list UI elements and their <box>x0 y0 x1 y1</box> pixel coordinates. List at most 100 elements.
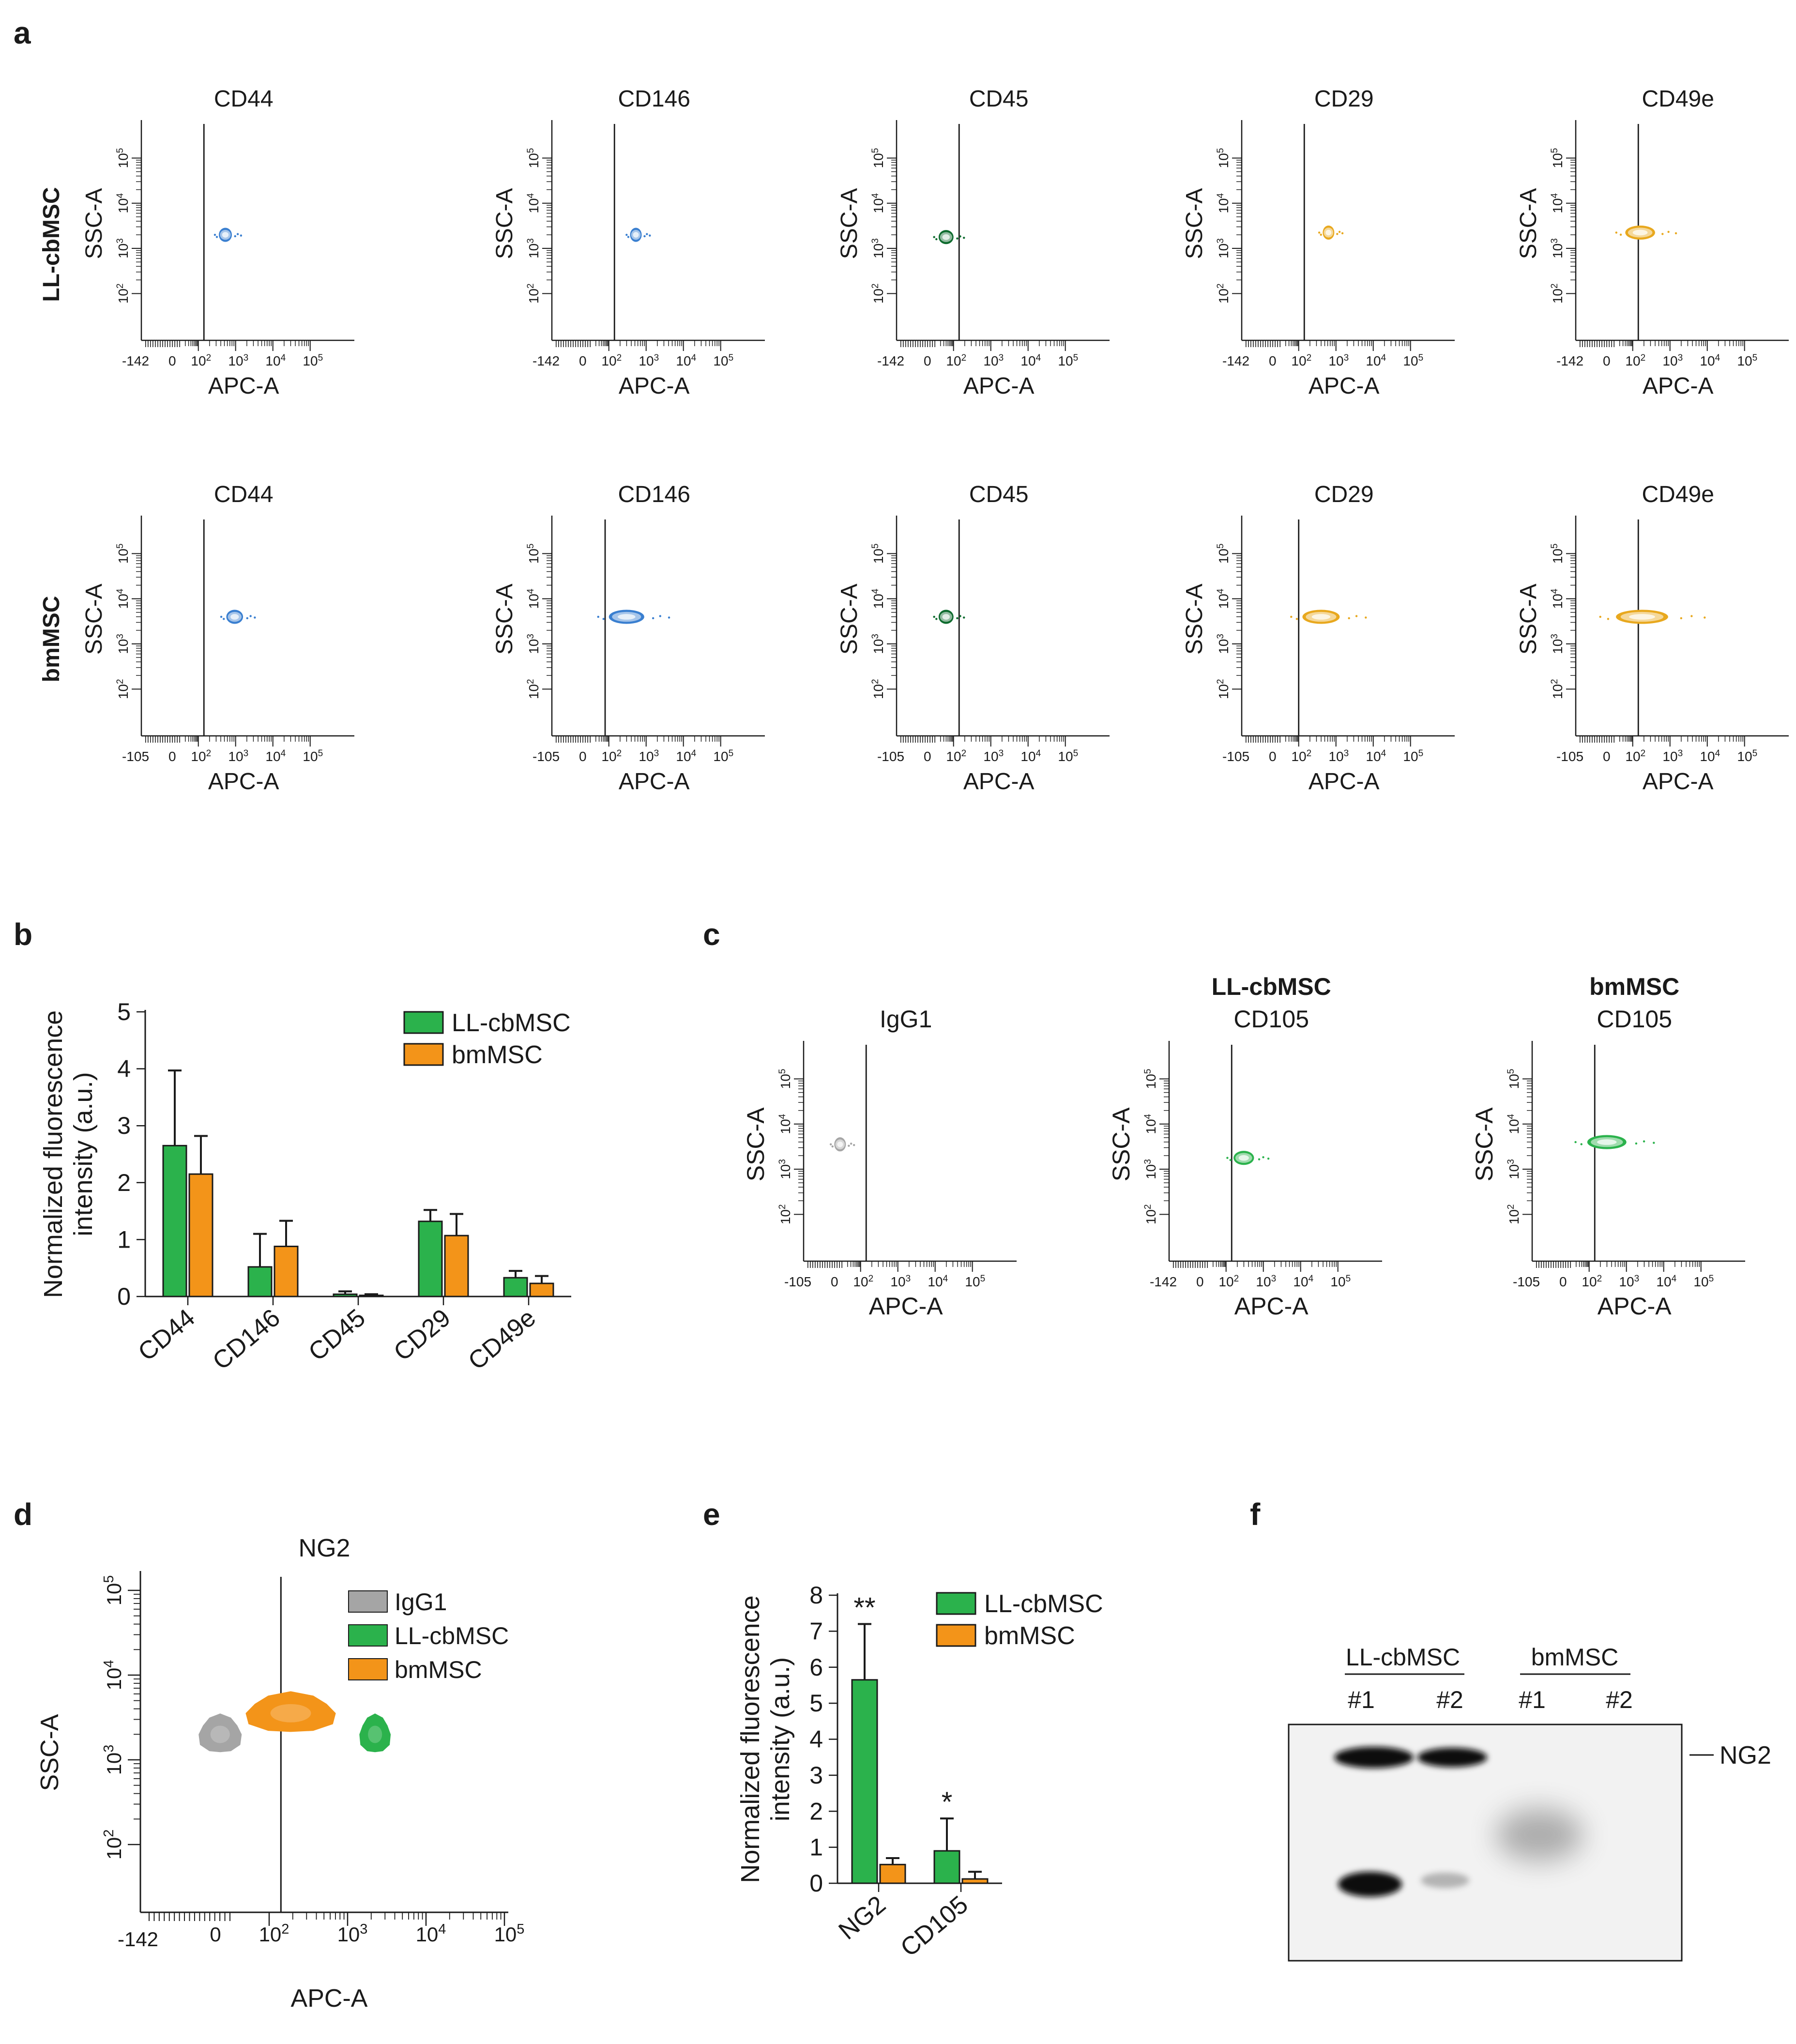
population-core <box>617 614 636 620</box>
x-tick-label: 103 <box>639 748 659 764</box>
y-tick-label: 105 <box>115 544 131 564</box>
x-tick-label-negative: -105 <box>533 749 560 764</box>
plot-title: CD29 <box>1314 482 1374 507</box>
x-tick-label: 105 <box>1330 1274 1351 1290</box>
population-core <box>1311 614 1331 620</box>
population-event <box>852 1144 855 1146</box>
x-axis-title: APC-A <box>1598 1293 1672 1320</box>
panel-d-plot-area: -142 0 102 103 104 105 102 103 104 105 APC-A SSC-A <box>36 1571 524 2013</box>
x-tick-label: 102 <box>1218 1274 1239 1290</box>
x-tick-label: 104 <box>1700 353 1720 369</box>
legend-swatch-bmmsc <box>348 1658 388 1680</box>
plot-title: CD29 <box>1314 86 1374 112</box>
x-tick-label: 105 <box>1737 748 1757 764</box>
x-tick-label-cd146: CD146 <box>207 1304 285 1375</box>
population-event <box>959 615 961 617</box>
x-tick-label-cd49e: CD49e <box>463 1304 541 1375</box>
x-tick-label: 105 <box>494 1922 525 1946</box>
blot-lane-2: #2 <box>1436 1686 1463 1713</box>
y-tick-label: 8 <box>809 1582 823 1609</box>
y-axis-title: SSC-A <box>81 188 107 259</box>
legend-label-bmmsc: bmMSC <box>984 1622 1075 1650</box>
legend-label-ll-cbmsc: LL-cbMSC <box>984 1590 1103 1618</box>
bar-bmmsc-cd29 <box>444 1235 469 1297</box>
population-event <box>1295 618 1298 620</box>
x-tick-label-negative: -142 <box>877 353 904 368</box>
population-event <box>602 618 605 620</box>
x-tick-label: 105 <box>1737 353 1757 369</box>
y-tick-label: 0 <box>117 1283 131 1310</box>
population-event <box>1704 616 1706 619</box>
y-tick-label: 102 <box>777 1204 793 1224</box>
population-event <box>1226 1157 1229 1159</box>
population-core <box>942 614 950 620</box>
x-tick-label: 103 <box>1619 1274 1639 1290</box>
x-tick-label-cd29: CD29 <box>389 1304 456 1367</box>
y-tick-label: 4 <box>809 1726 823 1753</box>
population-event <box>1318 231 1321 234</box>
x-tick-label: 104 <box>1656 1274 1676 1290</box>
y-tick-label: 102 <box>1216 283 1232 304</box>
y-axis-title: SSC-A <box>1182 188 1207 259</box>
panel-b-bar-chart: 0 1 2 3 4 5 CD44 CD146 CD45 CD29 CD49e Normalized f… <box>39 998 571 1375</box>
x-tick-label: 0 <box>168 749 176 764</box>
plot-title-bold: LL-cbMSC <box>1212 973 1331 1000</box>
x-tick-label: 102 <box>601 353 622 369</box>
population-event <box>649 234 651 237</box>
x-tick-label: 105 <box>1058 353 1078 369</box>
x-tick-label: 0 <box>168 353 176 368</box>
y-tick-label: 102 <box>526 283 542 304</box>
flow-plot-bmmsc-cd45: -105 0 102 103 104 105 102 103 104 105 APC-A SSC-A C… <box>837 482 1110 794</box>
y-tick-label: 104 <box>115 588 131 609</box>
flow-plot-c-ll-cbmsc-cd105: -142 0 102 103 104 105 102 103 104 105 APC-A SSC-A L… <box>1108 973 1382 1320</box>
y-axis-title: SSC-A <box>742 1107 769 1181</box>
population-event <box>1341 232 1344 235</box>
y-axis-title: SSC-A <box>1516 188 1541 259</box>
x-tick-label: 102 <box>946 353 966 369</box>
y-tick-label: 103 <box>1216 634 1232 654</box>
x-axis-title: APC-A <box>619 769 690 794</box>
population-event <box>963 236 965 239</box>
x-tick-label: 103 <box>890 1274 911 1290</box>
x-tick-label: 105 <box>1058 748 1078 764</box>
x-tick-label: 103 <box>1256 1274 1276 1290</box>
population-core <box>1325 229 1332 236</box>
blot-lane-3: #1 <box>1519 1686 1546 1713</box>
population-event <box>1290 615 1293 618</box>
y-tick-label: 104 <box>1216 193 1232 213</box>
population-core <box>1632 229 1648 236</box>
x-axis-title: APC-A <box>963 373 1035 399</box>
population-event <box>1258 1158 1261 1160</box>
panel-label-b: b <box>14 917 32 952</box>
x-axis-title: APC-A <box>291 1984 368 2013</box>
x-tick-label: 103 <box>337 1922 368 1946</box>
x-tick-label-negative: -142 <box>122 353 149 368</box>
population-event <box>831 1145 834 1148</box>
population-event <box>1348 617 1350 620</box>
population-event <box>246 617 248 620</box>
x-tick-label: 104 <box>1366 353 1386 369</box>
legend-swatch-ll-cbmsc <box>936 1592 976 1615</box>
x-tick-label-negative: -105 <box>877 749 904 764</box>
plot-title: CD45 <box>969 86 1029 112</box>
population-event <box>627 236 630 238</box>
panel-label-f: f <box>1250 1497 1261 1532</box>
population-event <box>956 237 959 240</box>
x-tick-label-cd105: CD105 <box>895 1891 973 1962</box>
legend-swatch-bmmsc <box>936 1624 976 1647</box>
y-axis-title: SSC-A <box>492 583 517 655</box>
flow-plot-bmmsc-cd146: -105 0 102 103 104 105 102 103 104 105 APC-A SSC-A C… <box>492 482 765 794</box>
flow-plot-bmmsc-cd49e: -105 0 102 103 104 105 102 103 104 105 APC-A SSC-A C… <box>1516 482 1789 794</box>
population-event <box>597 615 599 618</box>
blot-group-bmmsc: bmMSC <box>1531 1644 1619 1671</box>
blot-lane-1: #1 <box>1348 1686 1375 1713</box>
y-axis-title: SSC-A <box>492 188 517 259</box>
y-tick-label: 104 <box>1216 588 1232 609</box>
y-tick-label: 103 <box>777 1159 793 1179</box>
y-tick-label: 103 <box>101 1745 125 1775</box>
bar-bmmsc-cd45 <box>359 1295 384 1297</box>
population-event <box>1229 1159 1232 1161</box>
y-tick-label: 1 <box>117 1226 131 1253</box>
population-core <box>368 1725 382 1743</box>
